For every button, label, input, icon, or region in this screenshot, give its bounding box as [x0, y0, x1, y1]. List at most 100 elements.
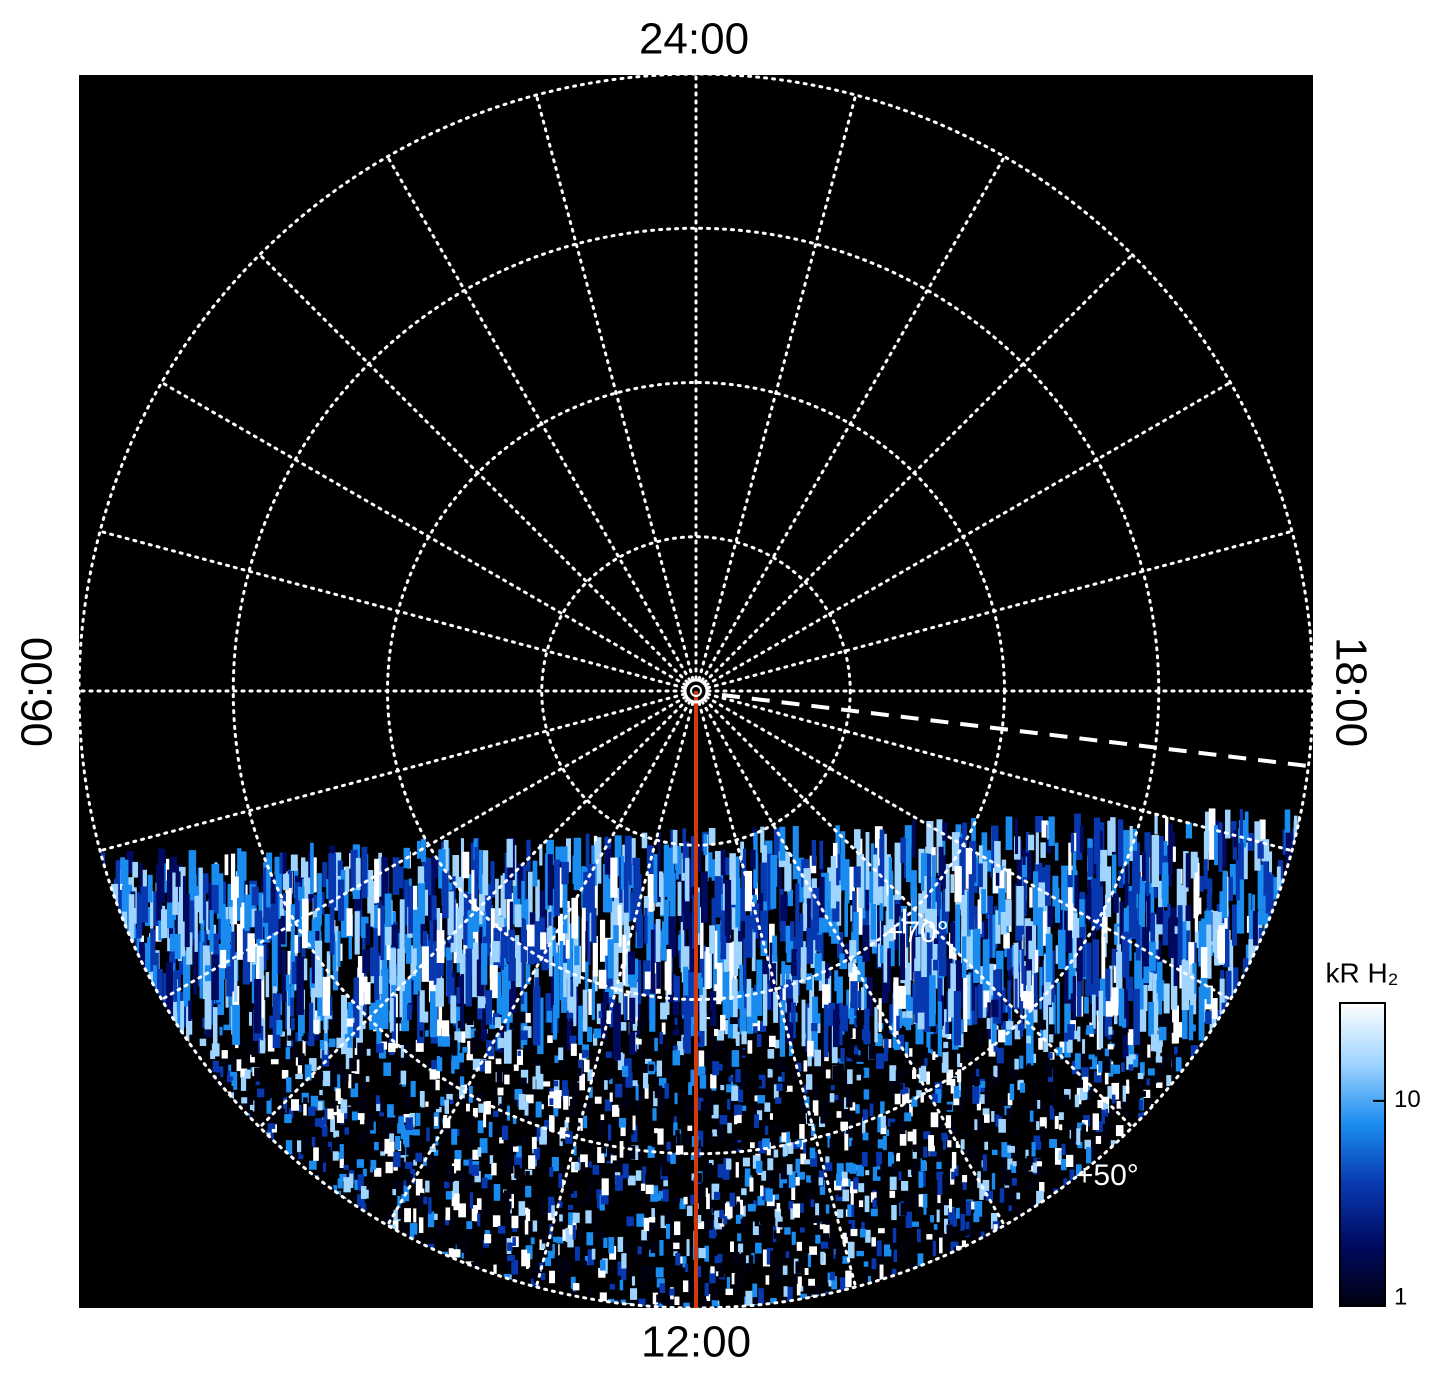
emission-pixel [621, 1267, 626, 1281]
emission-pixel [954, 866, 961, 902]
emission-pixel [861, 1070, 864, 1077]
emission-pixel [593, 1219, 598, 1227]
emission-pixel [943, 1136, 946, 1149]
emission-pixel [358, 1101, 366, 1113]
emission-pixel [858, 991, 861, 1008]
emission-pixel [329, 1039, 336, 1048]
emission-pixel [281, 1084, 286, 1098]
emission-pixel [675, 1253, 680, 1265]
emission-pixel [796, 1177, 800, 1186]
emission-pixel [587, 1027, 592, 1042]
emission-pixel [648, 893, 653, 911]
emission-pixel [573, 1225, 576, 1240]
emission-pixel [189, 1019, 192, 1034]
emission-pixel [641, 1184, 645, 1191]
emission-pixel [1229, 877, 1233, 901]
emission-pixel [787, 890, 793, 906]
emission-pixel [429, 916, 433, 952]
emission-pixel [1059, 1112, 1064, 1120]
emission-pixel [954, 1128, 960, 1133]
emission-pixel [1015, 1207, 1020, 1214]
emission-pixel [899, 1084, 903, 1089]
emission-pixel [821, 1242, 829, 1249]
emission-pixel [632, 1276, 635, 1285]
emission-pixel [349, 1058, 357, 1071]
emission-pixel [422, 946, 429, 982]
emission-pixel [539, 1197, 544, 1212]
emission-pixel [213, 934, 219, 958]
emission-pixel [865, 1196, 870, 1212]
emission-pixel [374, 1142, 379, 1150]
emission-pixel [1077, 1107, 1084, 1114]
emission-pixel [770, 1113, 773, 1120]
emission-pixel [1038, 1038, 1043, 1050]
emission-pixel [610, 858, 617, 898]
emission-pixel [1206, 830, 1209, 853]
emission-pixel [462, 1241, 466, 1253]
emission-pixel [494, 1084, 497, 1095]
emission-pixel [1163, 911, 1169, 946]
emission-pixel [1124, 989, 1128, 1019]
emission-pixel [699, 978, 703, 995]
emission-pixel [1047, 905, 1053, 927]
emission-pixel [386, 1162, 393, 1173]
emission-pixel [266, 972, 269, 997]
emission-pixel [821, 1099, 829, 1108]
emission-pixel [380, 900, 384, 960]
emission-pixel [801, 947, 807, 980]
emission-pixel [901, 1181, 908, 1191]
emission-pixel [795, 1159, 799, 1173]
emission-pixel [257, 1096, 263, 1109]
emission-pixel [463, 1184, 467, 1190]
emission-pixel [613, 1160, 621, 1171]
emission-pixel [822, 1233, 830, 1239]
emission-pixel [716, 1262, 724, 1271]
emission-pixel [618, 1237, 624, 1252]
emission-pixel [594, 1230, 598, 1235]
emission-pixel [933, 1241, 936, 1256]
emission-pixel [776, 1084, 782, 1091]
emission-pixel [914, 1194, 918, 1206]
emission-pixel [347, 1018, 353, 1026]
emission-pixel [673, 1196, 681, 1202]
emission-pixel [1118, 1030, 1125, 1036]
emission-pixel [863, 1133, 869, 1141]
emission-pixel [956, 1208, 960, 1219]
emission-pixel [323, 977, 330, 1016]
emission-pixel [97, 1309, 103, 1318]
emission-pixel [195, 896, 198, 952]
emission-pixel [792, 1232, 796, 1245]
emission-pixel [391, 925, 398, 947]
emission-pixel [786, 1086, 793, 1092]
emission-pixel [336, 1137, 339, 1153]
emission-pixel [623, 1239, 629, 1254]
emission-pixel [341, 1071, 348, 1081]
emission-pixel [684, 995, 691, 1053]
emission-pixel [337, 931, 340, 967]
emission-pixel [1118, 819, 1123, 866]
emission-pixel [899, 986, 906, 1009]
emission-pixel [623, 1164, 629, 1179]
emission-pixel [461, 974, 465, 1029]
emission-pixel [851, 1205, 854, 1217]
emission-pixel [488, 1182, 492, 1192]
emission-pixel [891, 1205, 896, 1220]
emission-pixel [536, 1102, 542, 1118]
emission-pixel [664, 845, 669, 897]
emission-pixel [779, 827, 785, 861]
emission-pixel [699, 1248, 706, 1258]
emission-pixel [677, 1016, 681, 1030]
emission-pixel [1156, 1056, 1162, 1062]
emission-pixel [591, 908, 596, 943]
emission-pixel [587, 864, 594, 913]
emission-pixel [687, 1126, 692, 1131]
emission-pixel [810, 1148, 816, 1159]
emission-pixel [970, 1145, 976, 1161]
emission-pixel [736, 1162, 739, 1177]
emission-pixel [575, 1247, 580, 1261]
emission-pixel [879, 998, 882, 1032]
emission-pixel [957, 1054, 960, 1068]
emission-pixel [255, 911, 263, 940]
emission-pixel [1138, 1073, 1144, 1079]
emission-pixel [562, 1080, 568, 1096]
